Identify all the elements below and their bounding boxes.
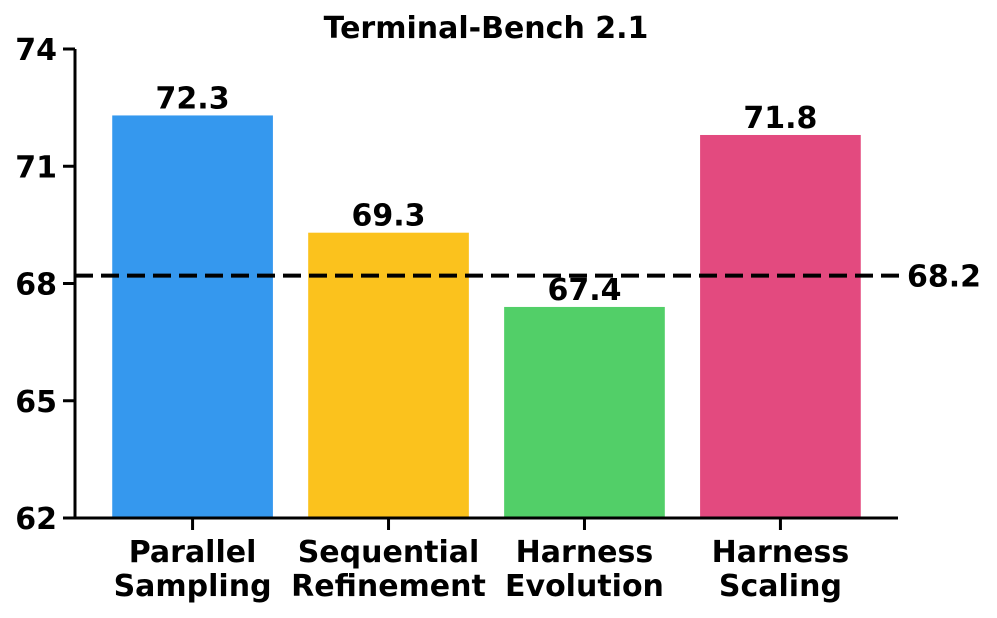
value-label: 71.8 <box>743 101 817 136</box>
reference-label: 68.2 <box>907 260 981 295</box>
value-label: 69.3 <box>352 199 426 234</box>
x-tick-label: Harness Scaling <box>711 535 850 604</box>
y-tick-label: 68 <box>15 268 57 303</box>
bar <box>308 232 469 519</box>
bar <box>112 115 273 519</box>
x-tick-label: Parallel Sampling <box>113 535 272 604</box>
y-tick-label: 65 <box>15 385 57 420</box>
y-tick-label: 62 <box>15 502 57 537</box>
y-tick-label: 71 <box>15 150 57 185</box>
x-tick-label: Sequential Refinement <box>291 535 486 604</box>
chart-title: Terminal-Bench 2.1 <box>324 11 649 46</box>
value-label: 72.3 <box>156 81 230 116</box>
x-tick-label: Harness Evolution <box>505 535 664 604</box>
bar <box>700 134 861 518</box>
value-label: 67.4 <box>547 273 621 308</box>
bar <box>504 306 665 518</box>
y-tick-label: 74 <box>15 33 57 68</box>
